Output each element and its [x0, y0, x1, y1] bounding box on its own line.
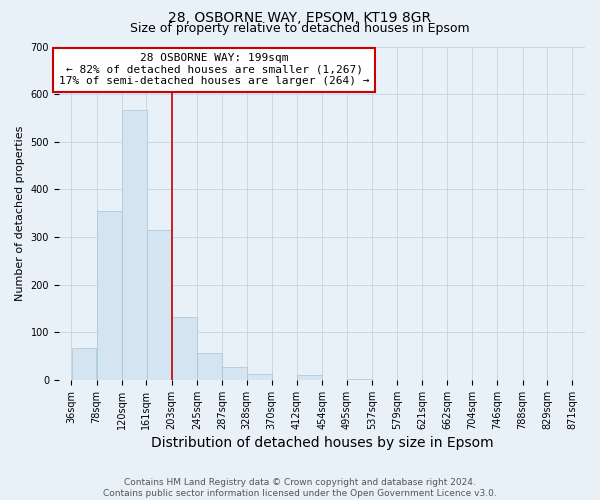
- Text: 28, OSBORNE WAY, EPSOM, KT19 8GR: 28, OSBORNE WAY, EPSOM, KT19 8GR: [169, 11, 431, 25]
- Bar: [247, 374, 272, 380]
- Bar: [71, 348, 97, 380]
- Text: Size of property relative to detached houses in Epsom: Size of property relative to detached ho…: [130, 22, 470, 35]
- Bar: [122, 110, 147, 380]
- Y-axis label: Number of detached properties: Number of detached properties: [15, 126, 25, 301]
- Bar: [197, 353, 222, 380]
- Text: 28 OSBORNE WAY: 199sqm
← 82% of detached houses are smaller (1,267)
17% of semi-: 28 OSBORNE WAY: 199sqm ← 82% of detached…: [59, 53, 369, 86]
- X-axis label: Distribution of detached houses by size in Epsom: Distribution of detached houses by size …: [151, 436, 493, 450]
- Bar: [146, 230, 172, 380]
- Bar: [97, 212, 122, 380]
- Bar: [172, 316, 197, 380]
- Bar: [222, 367, 247, 380]
- Bar: [347, 378, 372, 380]
- Text: Contains HM Land Registry data © Crown copyright and database right 2024.
Contai: Contains HM Land Registry data © Crown c…: [103, 478, 497, 498]
- Bar: [297, 375, 322, 380]
